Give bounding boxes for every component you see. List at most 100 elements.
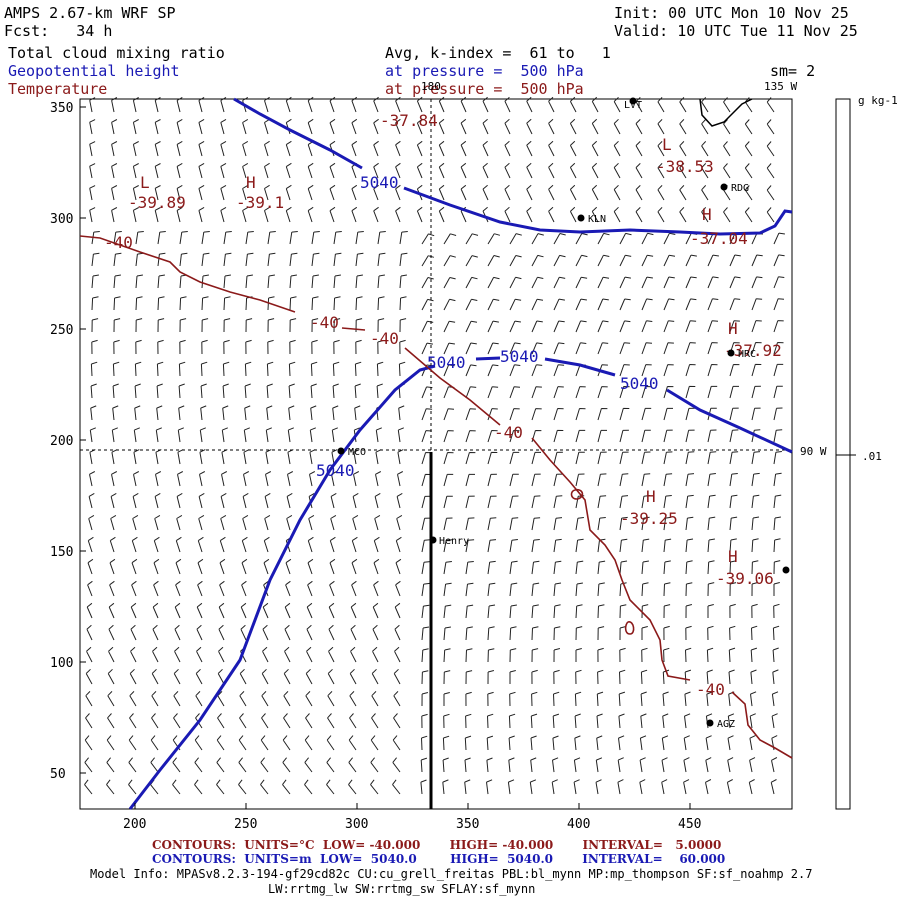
x-tick-label: 250 — [234, 817, 257, 832]
x-tick-label: 400 — [567, 817, 590, 832]
height-contour-west — [128, 364, 436, 810]
y-tick-label: 200 — [50, 434, 73, 449]
height-contours — [128, 97, 793, 810]
y-tick-label: 300 — [50, 212, 73, 227]
x-tick-label: 350 — [456, 817, 479, 832]
x-tick-label: 450 — [678, 817, 701, 832]
temp-label-4: -40 — [494, 423, 523, 442]
height-label-3: 5040 — [500, 347, 539, 366]
station-mco: MCO — [348, 447, 366, 458]
init-time: Init: 00 UTC Mon 10 Nov 25 — [614, 4, 849, 22]
temp-contour-southeast — [731, 691, 793, 759]
station-dot-mco — [337, 447, 345, 455]
station-dot-agz — [706, 719, 714, 727]
colorbar-unit: g kg-1 — [858, 94, 898, 107]
lon-180-label: 180 — [421, 80, 441, 93]
coastline — [699, 98, 753, 127]
height-contour-northeast — [403, 186, 793, 236]
extremum-5-value: -39.25 — [620, 509, 678, 528]
field-geopotential: Geopotential height — [8, 62, 180, 80]
avg-k-index: Avg, k-index = 61 to 1 — [385, 44, 611, 62]
footer-temp-contours: CONTOURS: UNITS=°C LOW= -40.000 HIGH= -4… — [152, 838, 722, 852]
field-temperature: Temperature — [8, 80, 108, 98]
temp-label-3: -40 — [370, 329, 399, 348]
temp-contour-west-b — [341, 327, 366, 331]
fcst-label: Fcst: — [4, 22, 50, 40]
station-dot-kln — [577, 214, 585, 222]
station-kln: KLN — [588, 214, 606, 225]
extremum-0-value: -39.89 — [128, 193, 186, 212]
meridian-labels: 180 135 W 90 W — [421, 80, 827, 458]
y-tick-label: 100 — [50, 656, 73, 671]
extremum-4-type: H — [728, 319, 738, 338]
lon-135w-label: 135 W — [764, 80, 797, 93]
temperature-contours — [79, 235, 793, 759]
temp-contour-east — [531, 437, 691, 681]
axes: 200 250 300 350 400 450 350 300 250 200 150 100 50 — [50, 101, 701, 832]
station-henry: Henry — [439, 536, 469, 547]
extremum-2-value: -38.53 — [656, 157, 714, 176]
contour-labels: 5040 5040 5040 5040 5040 -40 -40 -40 -40… — [104, 173, 725, 699]
extremum-6-value: -39.06 — [716, 569, 774, 588]
footer-model-info: Model Info: MPASv8.2.3-194-gf29cd82c CU:… — [90, 867, 813, 881]
colorbar — [835, 98, 851, 810]
height-label-1: 5040 — [360, 173, 399, 192]
station-rdg: RDG — [731, 183, 749, 194]
height-contour-north — [233, 97, 363, 170]
temp-closed-contour — [624, 621, 635, 635]
wind-barb-field — [84, 96, 785, 795]
height-contour-mid — [475, 356, 501, 361]
height-contour-southeast — [666, 388, 793, 454]
extremum-5-type: H — [646, 487, 656, 506]
station-dot-hrc — [727, 349, 735, 357]
footer-model-info-2: LW:rrtmg_lw SW:rrtmg_sw SFLAY:sf_mynn — [268, 882, 536, 896]
height-label-5: 5040 — [316, 461, 355, 480]
station-dot-rdg — [720, 183, 728, 191]
x-tick-label: 300 — [345, 817, 368, 832]
lon-90w-label: 90 W — [800, 445, 827, 458]
wind-barbs — [84, 96, 785, 795]
y-tick-label: 50 — [50, 767, 66, 782]
colorbar-tick-label: .01 — [862, 450, 882, 463]
extremum-1-type: H — [246, 173, 256, 192]
height-label-2: 5040 — [427, 353, 466, 372]
smoothing: sm= 2 — [770, 62, 816, 80]
x-tick-label: 200 — [123, 817, 146, 832]
field-cloud-mixing: Total cloud mixing ratio — [8, 44, 225, 62]
station-dot-henry — [429, 536, 437, 544]
model-title: AMPS 2.67-km WRF SP — [4, 4, 176, 22]
extremum-3-type: H — [702, 205, 712, 224]
valid-time: Valid: 10 UTC Tue 11 Nov 25 — [614, 22, 858, 40]
extremum-7-value: -37.84 — [380, 111, 438, 130]
temp-contour-mid — [404, 347, 501, 426]
station-lvt: LVT — [624, 100, 642, 111]
temp-label-5: -40 — [696, 680, 725, 699]
extremum-2-type: L — [662, 135, 672, 154]
temp-label-1: -40 — [104, 233, 133, 252]
extremum-6-type: H — [728, 547, 738, 566]
extremum-3-value: -37.04 — [690, 229, 748, 248]
temp-label-2: -40 — [310, 313, 339, 332]
temp-contour-west — [79, 235, 296, 313]
station-dot-lvt — [629, 97, 637, 105]
extrema-labels: L -39.89 H -39.1 L -38.53 H -37.04 H -37… — [128, 111, 782, 588]
y-tick-label: 150 — [50, 545, 73, 560]
footer-height-contours: CONTOURS: UNITS=m LOW= 5040.0 HIGH= 5040… — [152, 852, 726, 866]
temp-closed-contour-2 — [570, 488, 584, 500]
extremum-0-type: L — [140, 173, 150, 192]
height-contour-east — [544, 357, 616, 377]
pressure-temp: at pressure = 500 hPa — [385, 80, 584, 98]
y-tick-label: 250 — [50, 323, 73, 338]
station-agz: AGZ — [717, 719, 735, 730]
pressure-height: at pressure = 500 hPa — [385, 62, 584, 80]
fcst-value: 34 h — [76, 22, 113, 40]
station-dot-edge — [782, 566, 790, 574]
y-tick-label: 350 — [50, 101, 73, 116]
height-label-4: 5040 — [620, 374, 659, 393]
extremum-1-value: -39.1 — [236, 193, 284, 212]
station-hrc: HRC — [738, 349, 756, 360]
plot-frame — [79, 98, 793, 810]
extremum-4-value: -37.92 — [724, 341, 782, 360]
forecast-label: Fcst: 34 h — [4, 22, 112, 40]
